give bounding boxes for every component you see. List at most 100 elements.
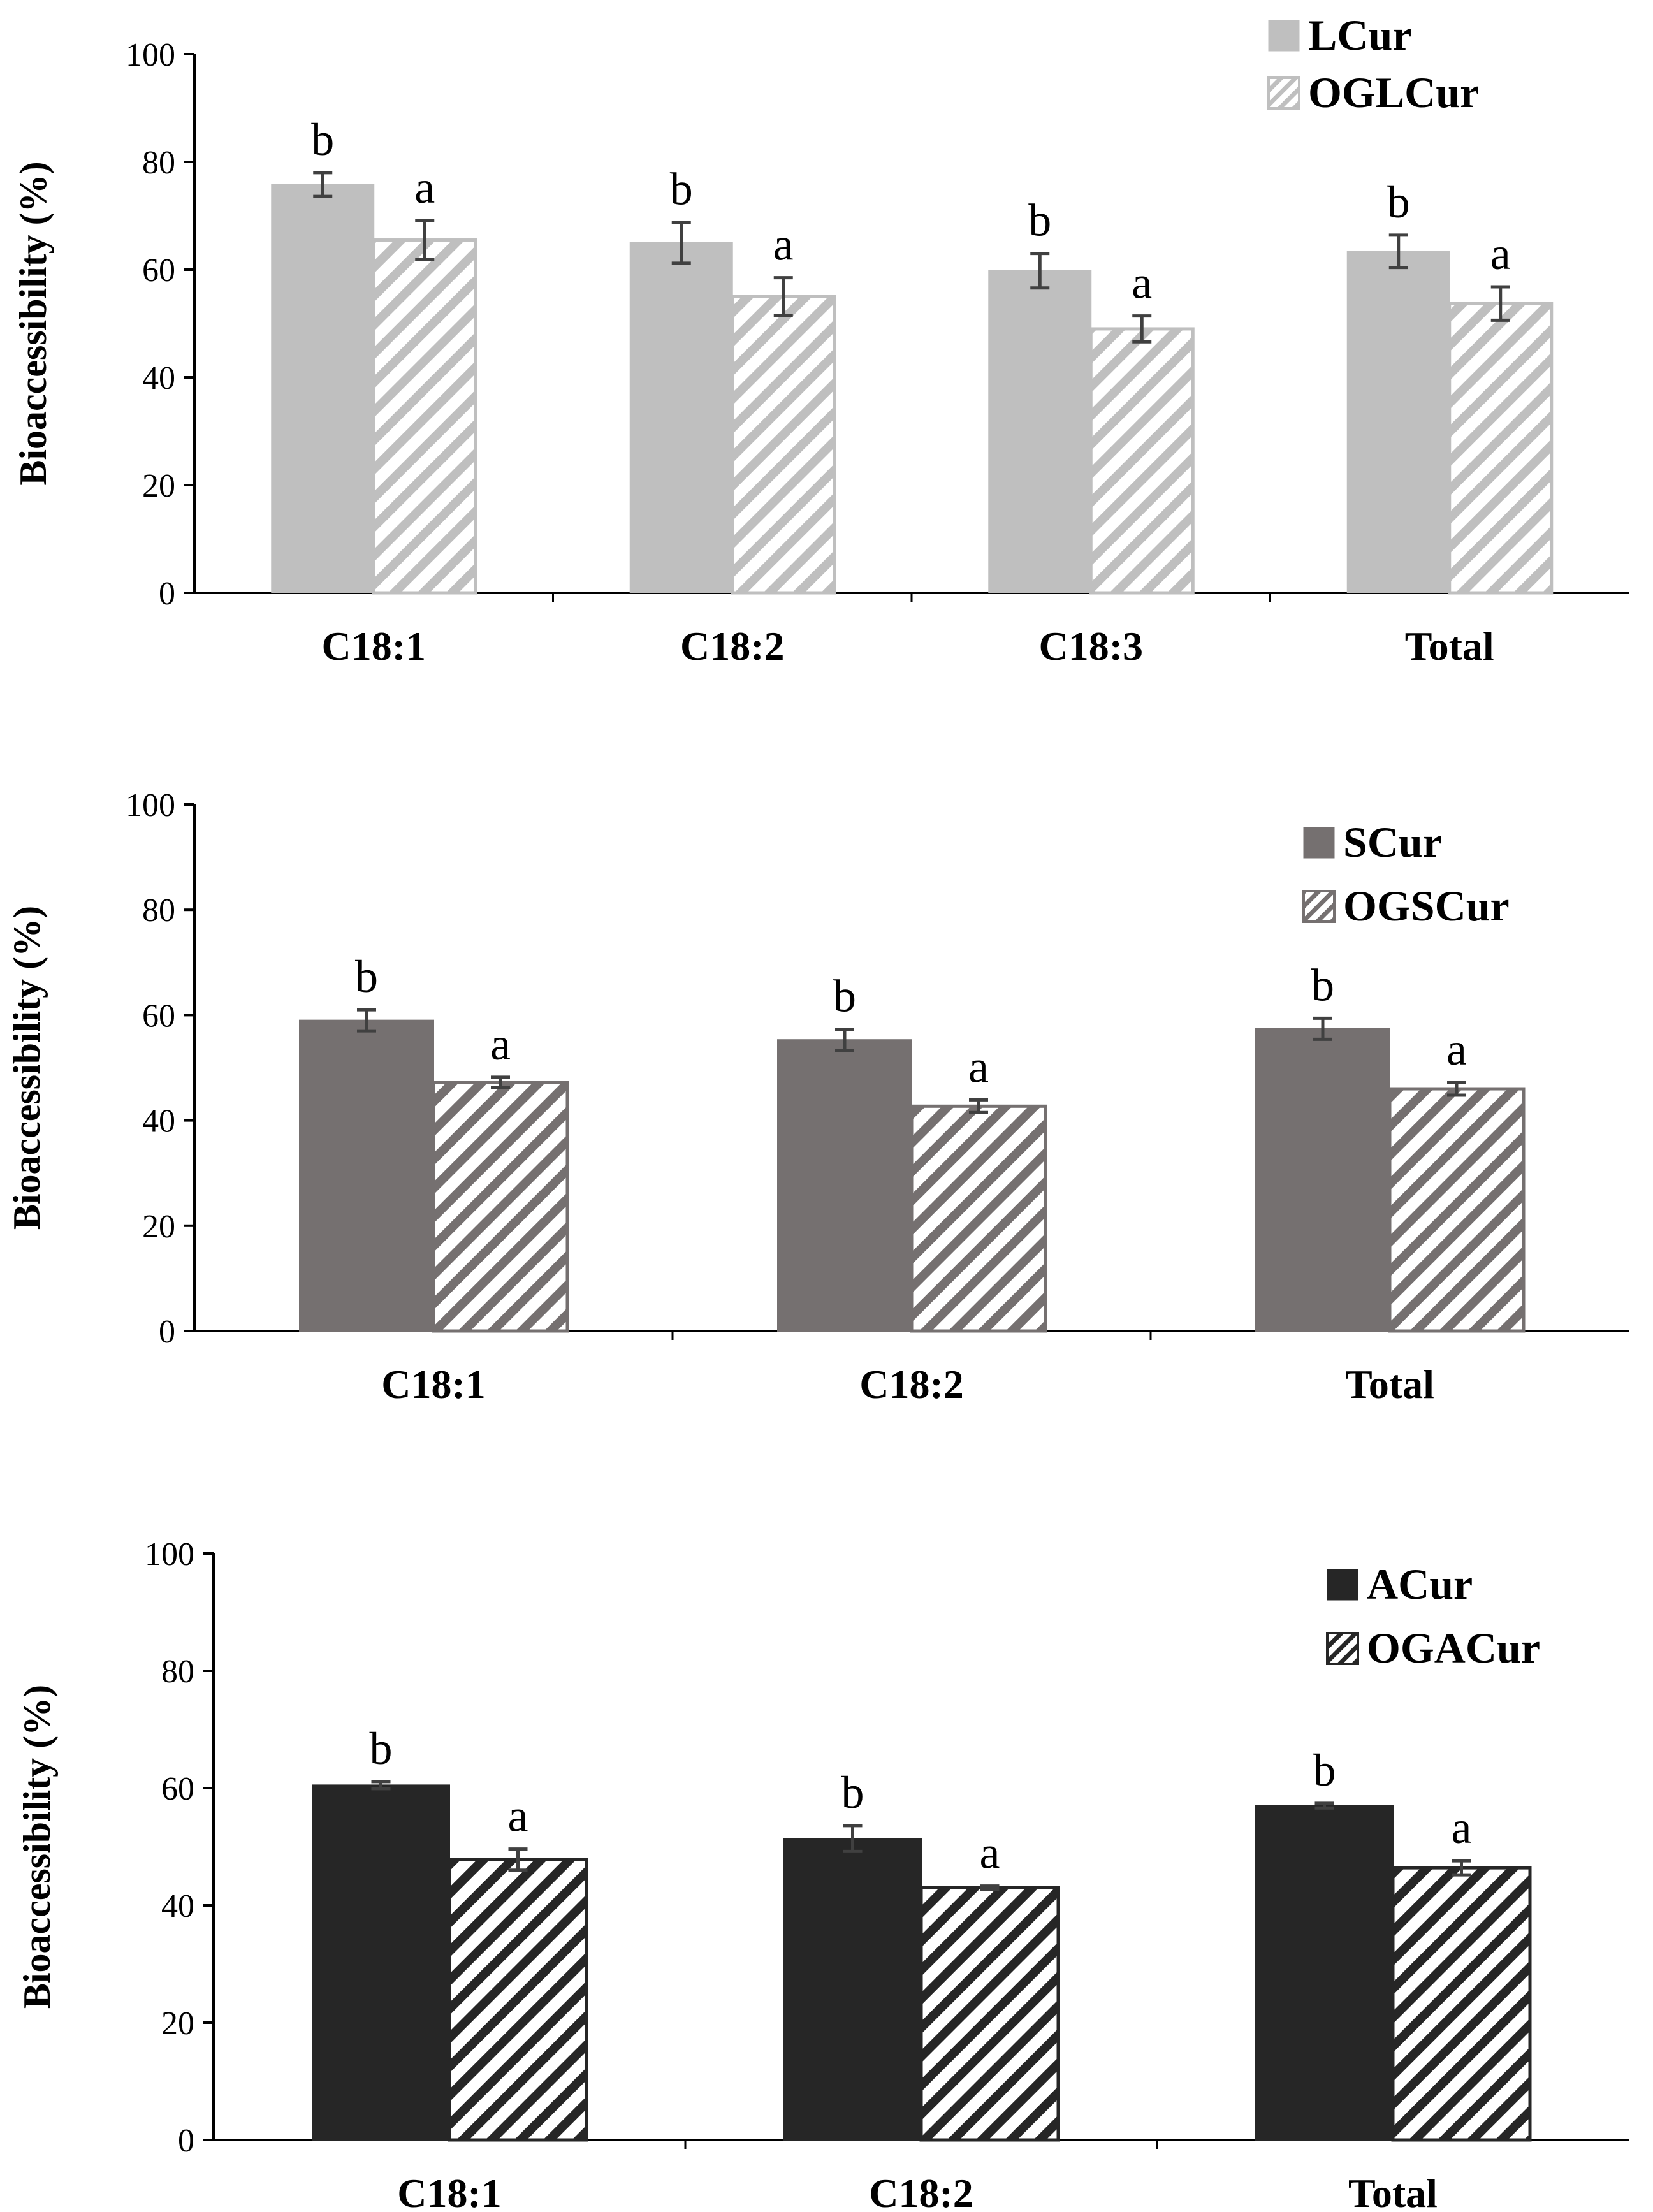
error-bar <box>313 171 333 198</box>
bar-scur-c18-2 <box>777 1039 912 1332</box>
y-axis-title: Bioaccessibility (%) <box>12 161 54 485</box>
x-tick-label: Total <box>1345 1362 1434 1407</box>
legend: ACur OGACur <box>1326 1560 1540 1672</box>
legend-label-acur: ACur <box>1367 1560 1473 1608</box>
error-bar <box>980 1884 1000 1891</box>
bar-acur-c18-2 <box>783 1838 922 2141</box>
legend-swatch-scur <box>1303 827 1335 859</box>
x-tick-label: C18:2 <box>680 623 785 669</box>
y-tick-label: 60 <box>142 252 175 289</box>
bar-lcur-c18-1 <box>271 184 375 593</box>
significance-label: b <box>1311 959 1334 1010</box>
significance-label: a <box>414 162 435 213</box>
y-tick-label: 80 <box>142 145 175 181</box>
legend-label-scur: SCur <box>1343 818 1442 866</box>
significance-label: b <box>1313 1745 1336 1796</box>
error-bar <box>835 1028 854 1052</box>
y-tick-label: 100 <box>126 37 175 73</box>
y-tick-label: 100 <box>145 1536 194 1573</box>
error-bar <box>491 1075 510 1089</box>
significance-label: a <box>980 1828 1000 1879</box>
error-bar <box>508 1847 528 1872</box>
legend-label-oglcur: OGLCur <box>1308 68 1479 117</box>
bar-lcur-c18-2 <box>629 242 733 593</box>
significance-label: b <box>833 971 856 1022</box>
significance-label: a <box>1490 228 1511 279</box>
error-bar <box>371 1780 391 1791</box>
significance-label: a <box>773 219 794 270</box>
bar-ogscur-c18-1 <box>432 1081 569 1333</box>
y-tick-label: 60 <box>161 1771 194 1807</box>
legend-swatch-lcur <box>1268 20 1300 52</box>
significance-label: b <box>370 1723 393 1774</box>
x-tick-label: C18:1 <box>321 623 426 669</box>
x-tick-label: C18:2 <box>859 1362 964 1407</box>
error-bar <box>1132 314 1152 344</box>
bar-oglcur-c18-1 <box>372 238 477 595</box>
chart-panel-3: 0 20 40 60 80 100 Bioaccessibility (%) b a C18:1 b… <box>16 1536 1629 2212</box>
x-tick-label: C18:1 <box>397 2171 502 2212</box>
y-tick-label: 0 <box>159 1314 175 1350</box>
x-tick-label: Total <box>1348 2171 1438 2212</box>
significance-label: a <box>490 1019 511 1070</box>
significance-label: b <box>670 164 693 215</box>
legend: SCur OGSCur <box>1302 818 1510 930</box>
significance-label: a <box>1452 1802 1472 1853</box>
bar-oglcur-c18-2 <box>731 295 836 595</box>
error-bar <box>969 1098 988 1114</box>
significance-label: b <box>355 951 378 1002</box>
error-bar <box>1313 1016 1332 1041</box>
bar-ogacur-total <box>1391 1866 1532 2142</box>
bar-lcur-total <box>1346 251 1450 593</box>
error-bar <box>773 276 793 317</box>
y-tick-label: 0 <box>159 576 175 612</box>
error-bar <box>1452 1859 1471 1877</box>
bar-oglcur-total <box>1448 302 1554 595</box>
error-bar <box>415 219 435 261</box>
legend-swatch-ogacur <box>1326 1632 1359 1665</box>
significance-label: a <box>968 1041 989 1092</box>
x-tick-label: C18:3 <box>1038 623 1143 669</box>
legend-label-ogscur: OGSCur <box>1343 882 1510 930</box>
y-tick-label: 20 <box>142 468 175 504</box>
bar-ogscur-c18-2 <box>910 1104 1047 1333</box>
y-tick-label: 0 <box>178 2123 194 2159</box>
significance-label: a <box>1132 258 1152 309</box>
significance-label: b <box>841 1767 864 1818</box>
bar-acur-total <box>1255 1805 1394 2141</box>
bar-oglcur-c18-3 <box>1089 327 1195 595</box>
significance-label: a <box>508 1791 528 1842</box>
error-bar <box>671 221 691 265</box>
significance-label: a <box>1446 1024 1467 1075</box>
legend-swatch-ogscur <box>1302 890 1336 923</box>
legend-label-lcur: LCur <box>1308 11 1411 59</box>
error-bar <box>1447 1081 1466 1097</box>
legend-swatch-acur <box>1327 1569 1358 1601</box>
error-bar <box>357 1008 376 1033</box>
y-tick-label: 80 <box>161 1654 194 1690</box>
bar-lcur-c18-3 <box>988 270 1092 593</box>
error-bar <box>1030 252 1050 290</box>
bar-ogacur-c18-1 <box>448 1858 588 2142</box>
y-tick-label: 40 <box>142 1103 175 1140</box>
chart-panel-2: 0 20 40 60 80 100 Bioaccessibility (%) b a C18:1 b… <box>6 787 1629 1407</box>
significance-label: b <box>1387 177 1410 228</box>
bar-scur-total <box>1255 1028 1390 1332</box>
x-tick-label: Total <box>1405 623 1494 669</box>
x-tick-label: C18:1 <box>381 1362 486 1407</box>
error-bar <box>843 1824 863 1853</box>
y-tick-label: 100 <box>126 787 175 824</box>
y-axis-title: Bioaccessibility (%) <box>16 1685 58 2009</box>
x-tick-label: C18:2 <box>869 2171 973 2212</box>
legend: LCur OGLCur <box>1267 11 1479 117</box>
significance-label: b <box>311 114 334 165</box>
bar-acur-c18-1 <box>312 1784 450 2141</box>
y-tick-label: 40 <box>161 1888 194 1925</box>
bar-ogacur-c18-2 <box>919 1886 1060 2142</box>
bar-ogscur-total <box>1388 1087 1526 1333</box>
y-tick-label: 60 <box>142 998 175 1034</box>
bar-scur-c18-1 <box>299 1019 434 1332</box>
legend-label-ogacur: OGACur <box>1367 1624 1540 1672</box>
error-bar <box>1314 1801 1334 1810</box>
